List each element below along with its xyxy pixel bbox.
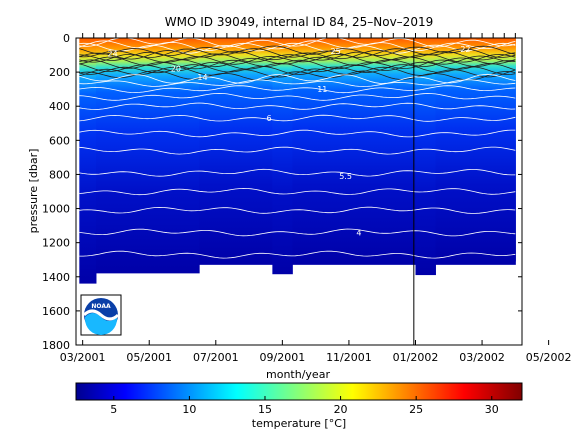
isotherm-line [79,250,516,259]
colorbar-axis: 5 10 15 20 25 30 [110,396,499,416]
isotherm-line [79,206,516,214]
isotherm-line [79,92,516,101]
contour-label: 5.5 [339,172,352,181]
isotherm-line [79,66,516,78]
contour-label: 6 [266,114,271,123]
y-tick-label: 600 [49,134,70,147]
noaa-logo: NOAA [80,294,122,336]
y-tick-label: 1800 [42,339,70,352]
isotherm-line [79,40,516,51]
colorbar-tick-label: 20 [334,403,348,416]
contour-label: 22 [460,45,470,54]
isotherm-line [79,146,516,155]
isotherm-line [79,48,516,58]
isotherm-line [79,187,516,196]
isotherm-line [79,73,516,84]
y-axis: 0 200 400 600 800 1000 1200 1400 1600 1800 [42,32,522,352]
isotherm-line [79,129,516,138]
contour-label: 14 [197,73,207,82]
logo-text: NOAA [91,303,111,310]
y-tick-label: 1200 [42,237,70,250]
colorbar-tick-label: 5 [110,403,117,416]
isotherm-line [79,49,516,61]
x-tick-label: 07/2001 [193,351,239,364]
colorbar-tick-label: 10 [182,403,196,416]
isotherm-line [79,56,516,68]
isotherm-line [79,85,516,94]
field-column [515,38,516,262]
chart-title: WMO ID 39049, internal ID 84, 25–Nov–201… [165,15,433,29]
x-axis: 03/2001 05/2001 07/2001 09/2001 11/2001 01/20… [60,33,572,364]
field-column [415,38,436,276]
x-axis-label: month/year [266,368,330,381]
temperature-field [79,38,516,284]
y-tick-label: 1000 [42,203,70,216]
y-tick-label: 1600 [42,305,70,318]
isotherm-line [79,53,516,65]
contour-labels: 24 20 14 11 25 22 6 5.5 4 [108,45,471,237]
x-tick-label: 01/2002 [393,351,439,364]
isotherm-line [79,51,516,63]
isotherm-line [79,79,516,87]
contour-label: 11 [317,85,327,94]
colorbar-tick-label: 15 [258,403,272,416]
isotherm-line [79,228,516,237]
x-tick-label: 03/2002 [459,351,505,364]
y-tick-label: 200 [49,66,70,79]
isotherm-line [79,61,516,73]
colorbar-tick-label: 30 [485,403,499,416]
field-column [79,38,97,284]
isotherm-line [79,59,516,70]
isotherm-line [79,38,516,48]
y-tick-label: 800 [49,168,70,181]
y-tick-label: 1400 [42,271,70,284]
isotherm-line [79,114,516,122]
isotherm-line [79,168,516,177]
plot-frame [75,37,523,346]
colorbar-tick-label: 25 [409,403,423,416]
contour-label: 25 [331,47,341,56]
y-axis-label: pressure [dbar] [27,149,40,234]
contour-label: 20 [171,65,181,74]
x-tick-label: 09/2001 [260,351,306,364]
x-tick-label: 05/2001 [126,351,172,364]
x-tick-label: 11/2001 [326,351,372,364]
isotherm-line [79,70,516,81]
x-tick-label: 03/2001 [60,351,106,364]
y-tick-label: 400 [49,100,70,113]
contour-label: 24 [108,49,118,58]
isotherm-line [79,102,516,110]
x-tick-label: 05/2002 [526,351,572,364]
colorbar [75,382,523,401]
colorbar-label: temperature [°C] [252,417,346,430]
contour-label: 4 [356,228,361,237]
isotherm-contours [79,38,516,259]
isotherm-line [79,42,516,54]
y-tick-label: 0 [63,32,70,45]
field-column [272,38,293,275]
